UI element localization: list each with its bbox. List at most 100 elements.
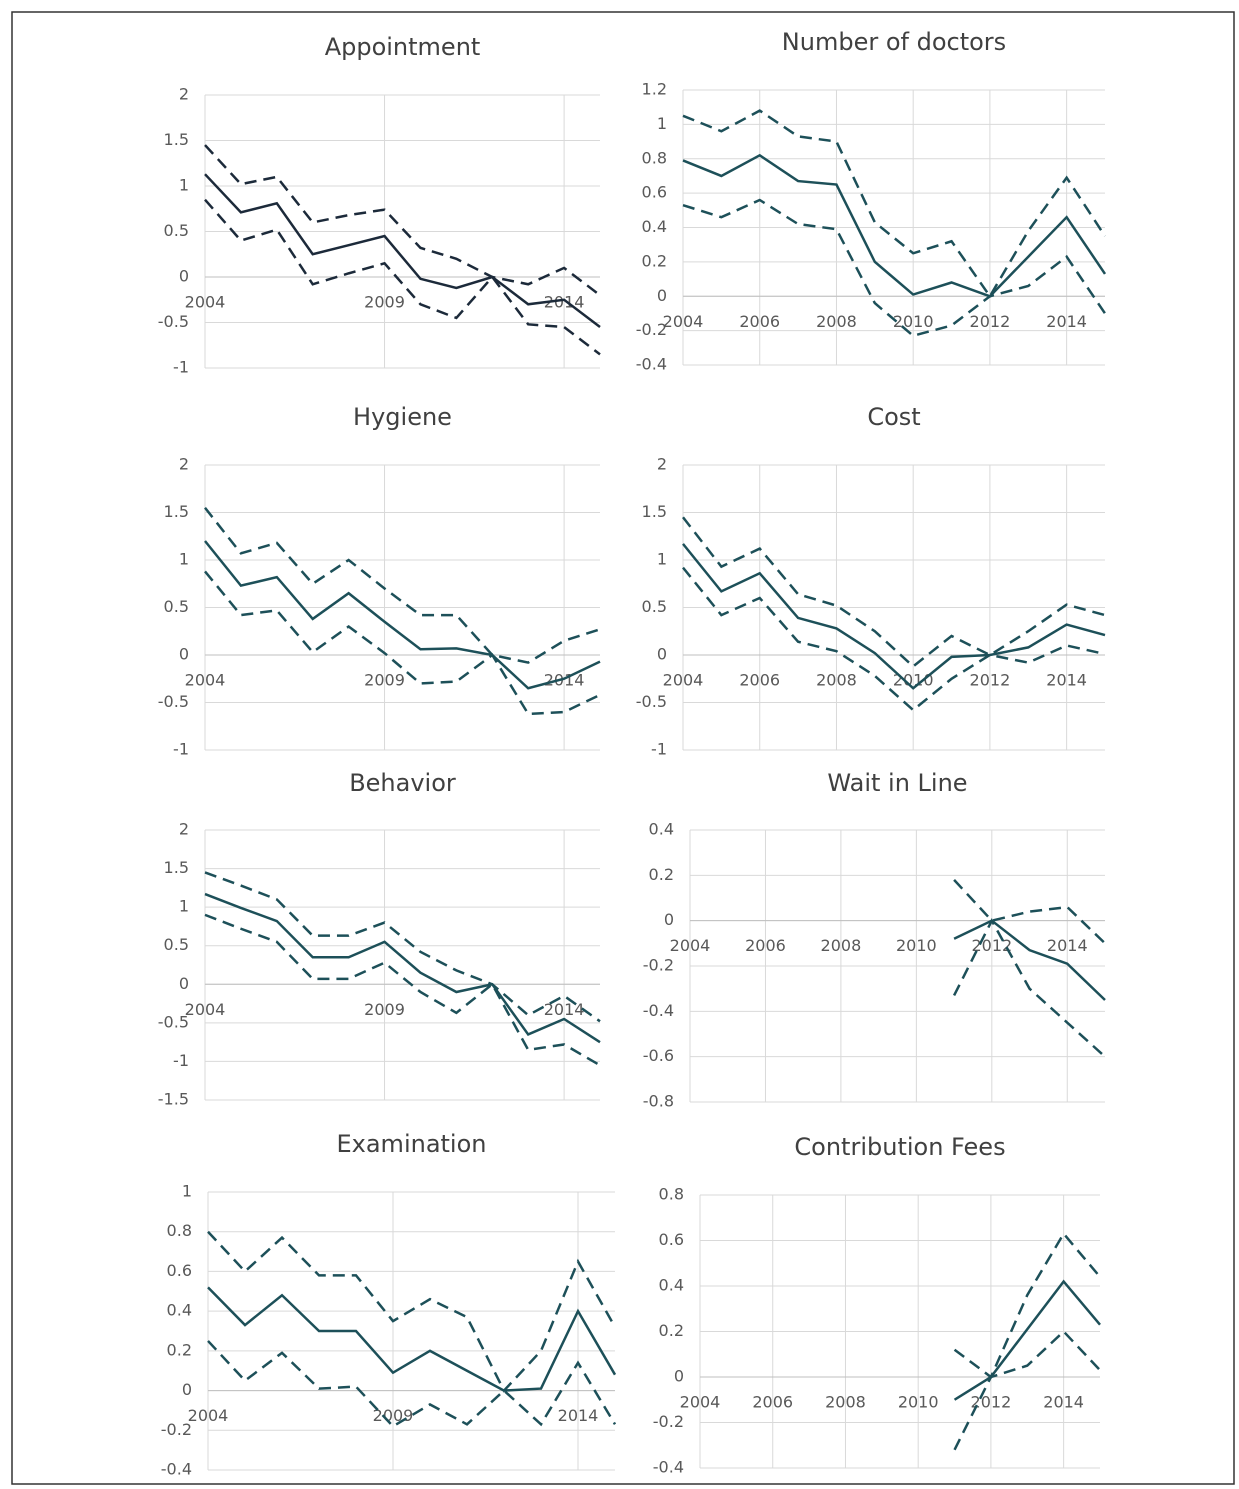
- y-tick-label: 0.6: [642, 183, 667, 202]
- chart-panel: Contribution Fees -0.4 -0.2 0 0.2 0.4 0.6 0.8 20…: [653, 1133, 1101, 1477]
- y-tick-label: 0.4: [649, 820, 674, 839]
- series-line: [204, 892, 601, 1044]
- series-line: [682, 109, 1107, 299]
- y-tick-label: -0.5: [158, 692, 189, 711]
- y-tick-label: 0: [179, 974, 189, 993]
- x-tick-label: 2010: [898, 1393, 939, 1412]
- y-tick-label: -1: [173, 358, 189, 377]
- x-tick-label: 2008: [816, 671, 857, 690]
- y-tick-label: 0.5: [164, 935, 189, 954]
- series-line: [953, 1279, 1101, 1401]
- series-line: [204, 173, 601, 329]
- y-tick-label: 1.5: [164, 130, 189, 149]
- chart-panel: Cost -1 -0.5 0 0.5 1 1.5 2 2004 2006 2008 2010 2012 2…: [636, 403, 1106, 759]
- y-tick-label: 0: [182, 1380, 192, 1399]
- series-line: [953, 1231, 1101, 1379]
- y-tick-label: 0.4: [642, 217, 667, 236]
- y-tick-label: 2: [179, 455, 189, 474]
- series-line: [207, 1286, 617, 1392]
- y-tick-label: -0.6: [643, 1046, 674, 1065]
- y-tick-label: 0.8: [642, 148, 667, 167]
- y-tick-label: 0: [179, 645, 189, 664]
- y-tick-label: 1: [657, 550, 667, 569]
- x-tick-label: 2012: [970, 671, 1011, 690]
- series-line: [207, 1230, 617, 1393]
- x-tick-label: 2006: [739, 671, 780, 690]
- y-tick-label: 0.5: [642, 597, 667, 616]
- y-tick-label: 0.5: [164, 221, 189, 240]
- y-tick-label: 0: [664, 910, 674, 929]
- y-tick-label: -0.2: [643, 956, 674, 975]
- x-tick-label: 2004: [670, 936, 711, 955]
- x-tick-label: 2004: [188, 1406, 229, 1425]
- y-tick-label: -0.2: [653, 1412, 684, 1431]
- x-tick-label: 2009: [364, 293, 405, 312]
- chart-title: Appointment: [325, 33, 481, 61]
- y-tick-label: 0.6: [167, 1261, 192, 1280]
- y-tick-label: -1: [173, 1051, 189, 1070]
- series-line: [204, 871, 601, 1023]
- y-tick-label: 1.5: [164, 858, 189, 877]
- series-line: [207, 1340, 617, 1428]
- series-line: [204, 144, 601, 297]
- x-tick-label: 2006: [752, 1393, 793, 1412]
- y-tick-label: -0.5: [636, 692, 667, 711]
- y-tick-label: 0.2: [659, 1321, 684, 1340]
- y-tick-label: 1: [179, 550, 189, 569]
- series-line: [952, 917, 1106, 1058]
- chart-title: Contribution Fees: [794, 1133, 1005, 1161]
- x-tick-label: 2009: [364, 671, 405, 690]
- x-tick-label: 2009: [364, 1000, 405, 1019]
- x-tick-label: 2012: [971, 1393, 1012, 1412]
- series-line: [682, 566, 1106, 712]
- x-tick-label: 2014: [1043, 1393, 1084, 1412]
- y-tick-label: 1: [179, 897, 189, 916]
- x-tick-label: 2008: [816, 312, 857, 331]
- x-tick-label: 2004: [185, 671, 226, 690]
- x-tick-label: 2008: [825, 1393, 866, 1412]
- x-tick-label: 2010: [893, 671, 934, 690]
- y-tick-label: -0.5: [158, 1012, 189, 1031]
- series-line: [682, 198, 1107, 338]
- y-tick-label: 0.2: [649, 865, 674, 884]
- x-tick-label: 2004: [680, 1393, 721, 1412]
- chart-title: Wait in Line: [827, 769, 967, 797]
- chart-title: Behavior: [349, 769, 456, 797]
- y-tick-label: -0.4: [636, 355, 667, 374]
- y-tick-label: 2: [657, 455, 667, 474]
- y-tick-label: -0.4: [643, 1001, 674, 1020]
- y-tick-label: -1: [651, 740, 667, 759]
- y-tick-label: 0: [657, 645, 667, 664]
- chart-panel: Wait in Line -0.8 -0.6 -0.4 -0.2 0 0.2 0.4 2004 2…: [643, 769, 1106, 1111]
- x-tick-label: 2010: [893, 312, 934, 331]
- chart-panel: Number of doctors -0.4 -0.2 0 0.2 0.4 0.6 0.8 1 1…: [636, 28, 1107, 374]
- x-tick-label: 2004: [663, 671, 704, 690]
- chart-title: Examination: [336, 1130, 486, 1158]
- x-tick-label: 2004: [185, 293, 226, 312]
- series-line: [204, 198, 601, 356]
- series-line: [204, 506, 601, 664]
- x-tick-label: 2004: [663, 312, 704, 331]
- y-tick-label: -0.5: [158, 312, 189, 331]
- x-tick-label: 2014: [558, 1406, 599, 1425]
- y-tick-label: 2: [179, 820, 189, 839]
- series-line: [682, 516, 1106, 669]
- y-tick-label: -0.2: [636, 320, 667, 339]
- x-tick-label: 2006: [745, 936, 786, 955]
- series-line: [953, 919, 1106, 1001]
- y-tick-label: 1: [657, 114, 667, 133]
- y-tick-label: 0.4: [167, 1301, 192, 1320]
- y-tick-label: 1: [179, 176, 189, 195]
- series-line: [204, 570, 601, 716]
- y-tick-label: 0.4: [659, 1276, 684, 1295]
- series-line: [682, 543, 1106, 690]
- x-tick-label: 2014: [1047, 936, 1088, 955]
- x-tick-label: 2008: [821, 936, 862, 955]
- y-tick-label: -0.4: [161, 1460, 192, 1479]
- x-tick-label: 2006: [739, 312, 780, 331]
- y-tick-label: 0.8: [659, 1185, 684, 1204]
